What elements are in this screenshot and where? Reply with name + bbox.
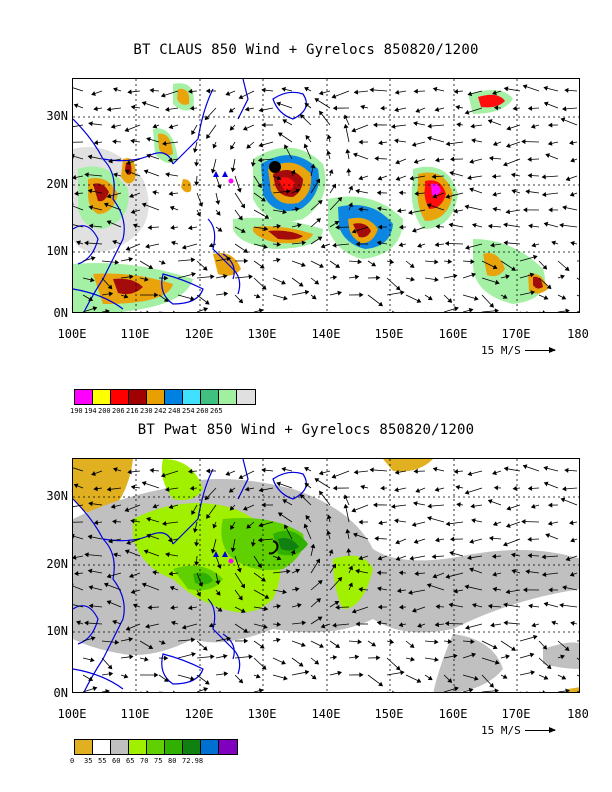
gyre-location-marker: [269, 161, 281, 173]
lon-label: 160E: [438, 707, 468, 721]
wind-vectors: [73, 84, 579, 312]
gyre-location-marker: [268, 540, 279, 555]
lon-label: 100E: [57, 327, 87, 341]
reference-vector: 15 M/S: [481, 724, 556, 737]
colorbar-tick-label: 200: [98, 407, 111, 415]
colorbar-swatch: [219, 740, 237, 754]
colorbar-swatch: [147, 740, 165, 754]
colorbar-tick-label: 230: [140, 407, 153, 415]
colorbar-tick-label: 70: [140, 757, 149, 765]
bottom-map-plot: [72, 458, 580, 693]
colorbar-swatch: [93, 390, 111, 404]
lon-label: 170E: [501, 327, 531, 341]
lat-label: 20N: [46, 177, 68, 191]
lon-label: 130E: [247, 707, 277, 721]
colorbar-tick-label: 260: [196, 407, 209, 415]
lat-label: 30N: [46, 489, 68, 503]
colorbar-tick-label: 206: [112, 407, 125, 415]
colorbar-swatch: [183, 390, 201, 404]
colorbar-tick-label: 72.98: [182, 757, 204, 765]
reference-vector-label: 15 M/S: [481, 344, 521, 357]
top-panel-title: BT CLAUS 850 Wind + Gyrelocs 850820/1200: [133, 42, 479, 58]
lon-label: 110E: [120, 707, 150, 721]
colorbar-tick-label: 242: [154, 407, 167, 415]
lon-label: 130E: [247, 327, 277, 341]
colorbar-swatch: [75, 390, 93, 404]
lon-label: 120E: [184, 327, 214, 341]
lon-label: 150E: [374, 327, 404, 341]
bottom-map-svg: [73, 459, 579, 692]
lon-label: 140E: [311, 707, 341, 721]
colorbar-swatch: [165, 740, 183, 754]
reference-vector: 15 M/S: [481, 344, 556, 357]
reference-arrow-icon: [524, 727, 556, 733]
colorbar-tick-label: 0: [70, 757, 75, 765]
lon-label: 120E: [184, 707, 214, 721]
colorbar-swatch: [201, 390, 219, 404]
colorbar-swatch: [237, 390, 255, 404]
lon-label: 100E: [57, 707, 87, 721]
cloud-shading: [73, 83, 548, 312]
lon-label: 140E: [311, 327, 341, 341]
colorbar-tick-label: 248: [168, 407, 181, 415]
colorbar-swatch: [93, 740, 111, 754]
colorbar-swatch: [111, 390, 129, 404]
colorbar-swatch: [75, 740, 93, 754]
colorbar-tick-label: 35: [84, 757, 93, 765]
bottom-colorbar: [74, 739, 238, 755]
coastlines: [73, 79, 307, 312]
lat-label: 10N: [46, 244, 68, 258]
colorbar-tick-label: 194: [84, 407, 97, 415]
bottom-colorbar-labels: 0 35 55 60 65 70 75 80 72.98: [70, 757, 204, 765]
reference-arrow-icon: [524, 347, 556, 353]
lon-label: 170E: [501, 707, 531, 721]
top-map-plot: [72, 78, 580, 313]
lon-label: 180: [567, 707, 589, 721]
colorbar-tick-label: 190: [70, 407, 83, 415]
colorbar-swatch: [129, 740, 147, 754]
lat-label: 30N: [46, 109, 68, 123]
lon-label: 150E: [374, 707, 404, 721]
lon-label: 110E: [120, 327, 150, 341]
triangle-marker: [213, 171, 219, 177]
colorbar-swatch: [129, 390, 147, 404]
wind-vectors: [73, 464, 579, 692]
reference-vector-label: 15 M/S: [481, 724, 521, 737]
colorbar-swatch: [219, 390, 237, 404]
top-map-svg: [73, 79, 579, 312]
colorbar-tick-label: 60: [112, 757, 121, 765]
lat-label: 20N: [46, 557, 68, 571]
colorbar-swatch: [183, 740, 201, 754]
coastlines: [73, 459, 307, 692]
top-colorbar: [74, 389, 256, 405]
lat-label: 0N: [53, 686, 68, 700]
colorbar-tick-label: 216: [126, 407, 139, 415]
bottom-panel-title: BT Pwat 850 Wind + Gyrelocs 850820/1200: [137, 422, 475, 438]
triangle-marker: [222, 171, 228, 177]
lon-label: 160E: [438, 327, 468, 341]
colorbar-swatch: [111, 740, 129, 754]
pwat-shading: [73, 459, 579, 692]
lat-label: 10N: [46, 624, 68, 638]
triangle-marker: [222, 551, 228, 557]
colorbar-tick-label: 55: [98, 757, 107, 765]
colorbar-tick-label: 65: [126, 757, 135, 765]
triangle-marker: [213, 551, 219, 557]
colorbar-swatch: [165, 390, 183, 404]
colorbar-tick-label: 80: [168, 757, 177, 765]
lon-label: 180: [567, 327, 589, 341]
dot-marker: [228, 178, 234, 184]
colorbar-swatch: [201, 740, 219, 754]
dot-marker: [228, 558, 234, 564]
colorbar-tick-label: 75: [154, 757, 163, 765]
top-colorbar-labels: 190 194 200 206 216 230 242 248 254 260 265: [70, 407, 228, 415]
colorbar-tick-label: 254: [182, 407, 195, 415]
colorbar-tick-label: 265: [210, 407, 223, 415]
lat-label: 0N: [53, 306, 68, 320]
colorbar-swatch: [147, 390, 165, 404]
